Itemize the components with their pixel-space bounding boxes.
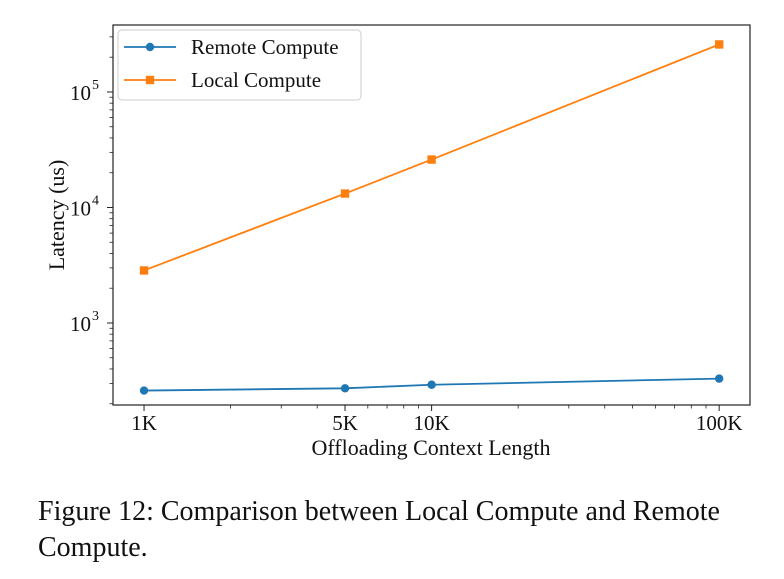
local-compute-point-1 [340, 189, 350, 198]
chart-figure: 1K 5K 10K 100K 10 3 10 4 10 5 Offloading Context … [44, 24, 751, 460]
figure-caption: Figure 12: Comparison between Local Comp… [38, 496, 720, 563]
legend-local-compute-label: Local Compute [191, 68, 321, 92]
remote-compute-point-3 [714, 374, 724, 383]
legend-box [117, 29, 362, 101]
local-compute-point-3 [714, 40, 724, 49]
y-tick-exponent-2: 5 [92, 78, 99, 93]
y-tick-label-2: 10 [70, 81, 91, 105]
y-tick-exponent-1: 4 [92, 193, 99, 208]
y-axis-label: Latency (us) [44, 160, 69, 271]
remote-compute-point-1 [340, 384, 350, 393]
y-tick-label-0: 10 [70, 312, 91, 336]
x-tick-label-3: 100K [696, 411, 743, 435]
legend-remote-compute-marker [145, 42, 155, 52]
plot-frame [112, 24, 751, 406]
y-tick-label-1: 10 [70, 196, 91, 220]
legend-remote-compute-label: Remote Compute [191, 35, 339, 59]
legend-local-compute-marker [145, 75, 155, 85]
x-axis-label: Offloading Context Length [311, 435, 550, 460]
local-compute-point-2 [427, 155, 436, 164]
x-tick-label-0: 1K [131, 411, 157, 435]
remote-compute-line [144, 377, 720, 392]
x-tick-label-2: 10K [414, 411, 450, 435]
remote-compute-point-0 [139, 386, 149, 395]
x-tick-label-1: 5K [332, 411, 358, 435]
y-tick-exponent-0: 3 [92, 309, 99, 324]
local-compute-line [143, 43, 720, 272]
remote-compute-point-2 [427, 380, 436, 389]
local-compute-point-0 [139, 266, 149, 275]
legend: Remote Compute Local Compute [117, 29, 362, 101]
